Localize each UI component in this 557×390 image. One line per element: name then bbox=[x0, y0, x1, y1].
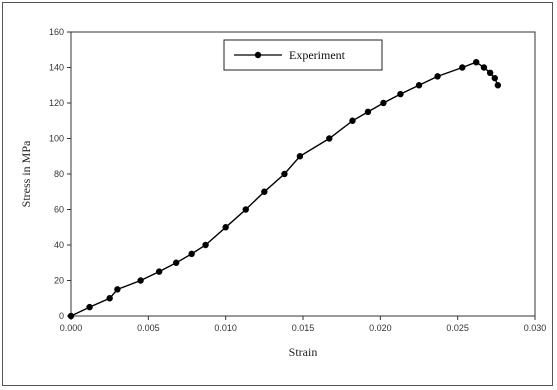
x-tick-label: 0.005 bbox=[137, 323, 160, 333]
data-point bbox=[494, 82, 502, 89]
y-tick-label: 0 bbox=[59, 311, 64, 321]
x-axis-label: Strain bbox=[289, 345, 318, 359]
legend-marker bbox=[254, 51, 262, 59]
legend-label: Experiment bbox=[289, 48, 346, 62]
data-point bbox=[364, 108, 372, 116]
y-axis-ticks: 0 20 40 60 80 100 120 140 160 bbox=[49, 27, 71, 321]
x-tick-label: 0.030 bbox=[524, 323, 547, 333]
x-tick-label: 0.025 bbox=[446, 323, 469, 333]
data-point bbox=[114, 286, 121, 293]
x-axis-ticks: 0.000 0.005 0.010 0.015 0.020 0.025 0.030 bbox=[60, 316, 547, 333]
data-point bbox=[172, 259, 180, 266]
data-point bbox=[349, 117, 356, 124]
y-tick-label: 40 bbox=[54, 240, 64, 250]
data-point bbox=[491, 74, 498, 82]
data-point bbox=[86, 303, 93, 311]
data-point bbox=[326, 135, 333, 142]
y-tick-label: 100 bbox=[49, 134, 64, 144]
series-line bbox=[70, 61, 499, 317]
data-point bbox=[486, 69, 494, 77]
data-point bbox=[242, 206, 249, 213]
x-tick-label: 0.015 bbox=[292, 323, 315, 333]
data-point bbox=[155, 268, 163, 275]
y-axis-label: Stress in MPa bbox=[19, 140, 33, 207]
y-tick-label: 20 bbox=[54, 276, 64, 286]
data-point bbox=[434, 73, 441, 80]
data-point bbox=[106, 295, 113, 302]
series-experiment bbox=[67, 58, 502, 320]
data-point bbox=[188, 250, 195, 258]
data-point bbox=[473, 58, 480, 66]
data-point bbox=[202, 241, 209, 249]
axes bbox=[70, 31, 536, 317]
y-tick-label: 160 bbox=[49, 27, 64, 37]
y-tick-label: 80 bbox=[54, 169, 64, 179]
y-tick-label: 60 bbox=[54, 205, 64, 215]
data-point bbox=[459, 64, 466, 71]
data-point bbox=[397, 90, 404, 98]
y-tick-label: 120 bbox=[49, 98, 64, 108]
data-point bbox=[296, 153, 304, 160]
x-tick-label: 0.010 bbox=[214, 323, 237, 333]
plot-area-border bbox=[70, 31, 536, 317]
data-point bbox=[67, 312, 75, 320]
data-point bbox=[281, 170, 288, 178]
data-point bbox=[380, 99, 387, 107]
data-point bbox=[222, 224, 229, 231]
legend: Experiment bbox=[223, 39, 383, 71]
data-point bbox=[261, 188, 268, 195]
x-tick-label: 0.000 bbox=[60, 323, 83, 333]
data-point bbox=[137, 277, 144, 284]
x-tick-label: 0.020 bbox=[369, 323, 392, 333]
y-tick-label: 140 bbox=[49, 63, 64, 73]
data-point bbox=[415, 82, 423, 89]
data-point bbox=[480, 64, 488, 71]
